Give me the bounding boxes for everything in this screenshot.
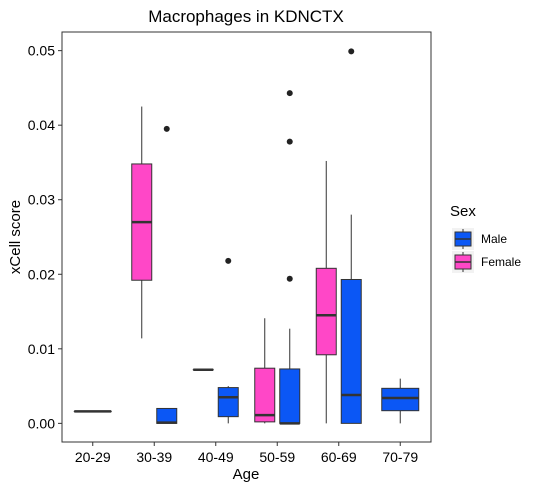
x-tick-label: 30-39 — [136, 449, 172, 465]
plot-marks — [73, 48, 420, 425]
box-body — [381, 387, 420, 412]
box-body — [315, 267, 337, 356]
legend-key-male — [452, 228, 474, 250]
y-tick-label: 0.02 — [28, 266, 55, 282]
outlier-point — [286, 90, 293, 97]
box-body — [254, 367, 276, 423]
box-combined-70-79 — [381, 378, 420, 424]
box-body — [217, 387, 239, 418]
plot-panel — [61, 31, 432, 443]
box-male-60-69 — [340, 48, 362, 424]
box-male-40-49 — [217, 257, 239, 424]
box-female-60-69 — [315, 160, 337, 424]
y-axis-label: xCell score — [7, 200, 24, 274]
box-body — [279, 368, 301, 424]
y-tick-label: 0.03 — [28, 192, 55, 208]
x-axis: 20-29 30-39 40-49 50-59 60-69 70-79 — [75, 442, 418, 465]
y-tick-label: 0.04 — [28, 117, 55, 133]
outlier-point — [286, 138, 293, 145]
box-male-30-39 — [156, 125, 178, 424]
box-female-50-59 — [254, 318, 276, 424]
box-female-30-39 — [131, 106, 153, 339]
outlier-point — [163, 125, 170, 132]
legend-label-female: Female — [481, 255, 521, 269]
outlier-point — [286, 275, 293, 282]
chart-title: Macrophages in KDNCTX — [148, 7, 344, 26]
y-tick-label: 0.01 — [28, 341, 55, 357]
box-body — [156, 407, 178, 424]
legend: Sex Male Female — [450, 203, 521, 273]
y-tick-label: 0.05 — [28, 43, 55, 59]
x-tick-label: 60-69 — [321, 449, 357, 465]
legend-label-male: Male — [481, 232, 507, 246]
x-tick-label: 50-59 — [259, 449, 295, 465]
outlier-point — [348, 48, 355, 55]
y-axis: 0.00 0.01 0.02 0.03 0.04 0.05 — [28, 43, 62, 431]
x-tick-label: 70-79 — [382, 449, 418, 465]
outlier-point — [225, 257, 232, 264]
box-body — [340, 278, 362, 424]
x-axis-label: Age — [233, 466, 260, 483]
x-tick-label: 20-29 — [75, 449, 111, 465]
x-tick-label: 40-49 — [198, 449, 234, 465]
box-male-50-59 — [279, 90, 301, 425]
legend-title: Sex — [450, 203, 476, 220]
legend-key-female — [452, 251, 474, 273]
y-tick-label: 0.00 — [28, 415, 55, 431]
